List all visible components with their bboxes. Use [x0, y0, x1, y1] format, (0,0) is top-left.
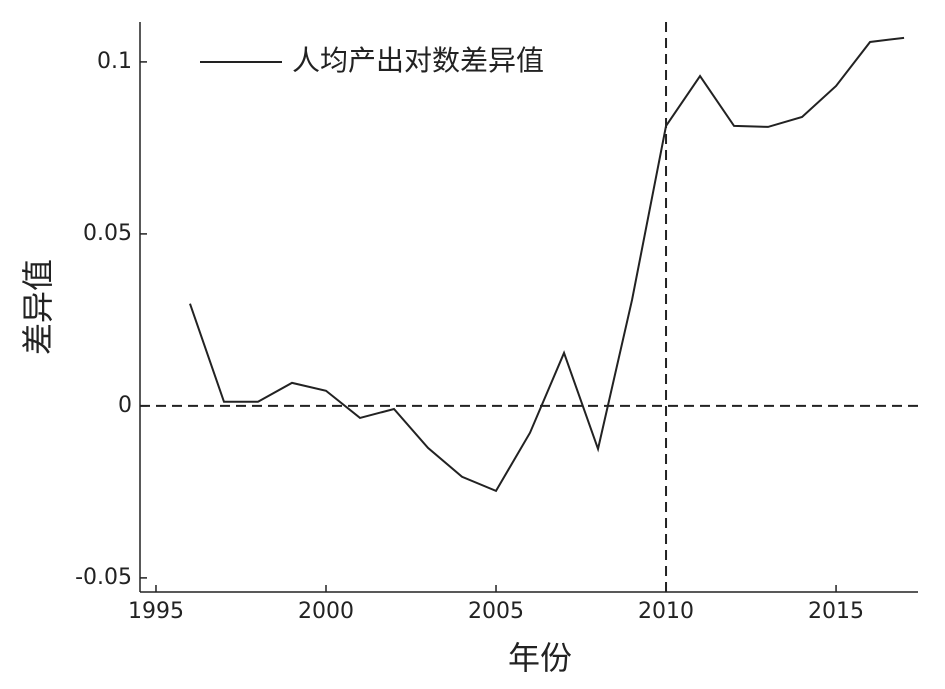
- y-tick-label: -0.05: [75, 565, 132, 590]
- x-tick-label: 2000: [298, 599, 354, 624]
- x-tick-label: 2010: [638, 599, 694, 624]
- y-axis-label: 差异值: [19, 259, 57, 355]
- y-tick-label: 0.1: [97, 49, 132, 74]
- x-axis-label: 年份: [508, 639, 572, 677]
- y-tick-label: 0: [118, 393, 132, 418]
- x-tick-label: 1995: [128, 599, 184, 624]
- x-tick-label: 2015: [808, 599, 864, 624]
- y-tick-label: 0.05: [83, 221, 132, 246]
- data-line: [189, 36, 905, 493]
- x-tick-label: 2005: [468, 599, 524, 624]
- legend-label: 人均产出对数差异值: [292, 44, 544, 77]
